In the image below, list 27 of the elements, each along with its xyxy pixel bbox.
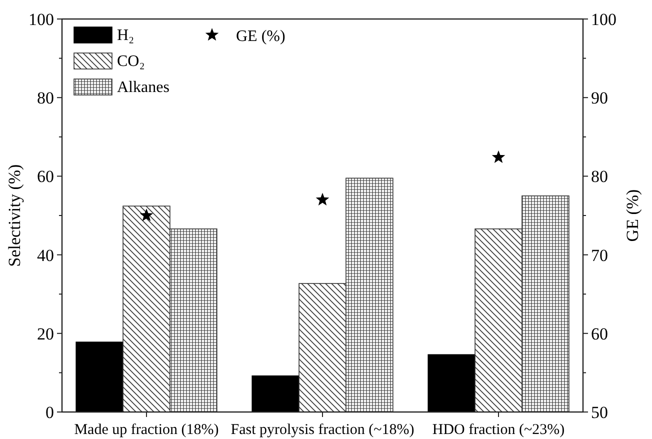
y2-tick-label: 80 <box>591 167 608 186</box>
y2-tick-label: 50 <box>591 403 608 422</box>
y2-axis-title: GE (%) <box>623 189 642 242</box>
y-tick-label: 100 <box>28 10 54 29</box>
y-tick-label: 40 <box>37 246 54 265</box>
x-tick-label: HDO fraction (~23%) <box>432 422 565 438</box>
y-tick-label: 20 <box>37 324 54 344</box>
point <box>316 192 330 206</box>
point <box>492 150 506 163</box>
legend-label: GE (%) <box>236 28 286 45</box>
legend-label: H₂ <box>117 27 134 44</box>
y-tick-label: 80 <box>37 88 54 108</box>
y-axis-title: Selectivity (%) <box>5 164 24 267</box>
y2-tick-label: 100 <box>591 10 616 29</box>
bar <box>76 342 124 412</box>
y-tick-label: 0 <box>46 403 54 422</box>
x-tick-label: Fast pyrolysis fraction (~18%) <box>230 422 414 438</box>
point <box>140 208 154 222</box>
y2-tick-label: 90 <box>591 88 608 108</box>
bar <box>252 375 300 412</box>
y2-tick-label: 60 <box>591 324 608 344</box>
y-tick-label: 60 <box>37 167 54 186</box>
y2-tick-label: 70 <box>591 246 608 265</box>
legend-label: Alkanes <box>117 79 170 96</box>
legend-label: CO₂ <box>117 53 145 70</box>
bar <box>428 354 476 412</box>
x-tick-label: Made up fraction (18%) <box>74 422 219 438</box>
